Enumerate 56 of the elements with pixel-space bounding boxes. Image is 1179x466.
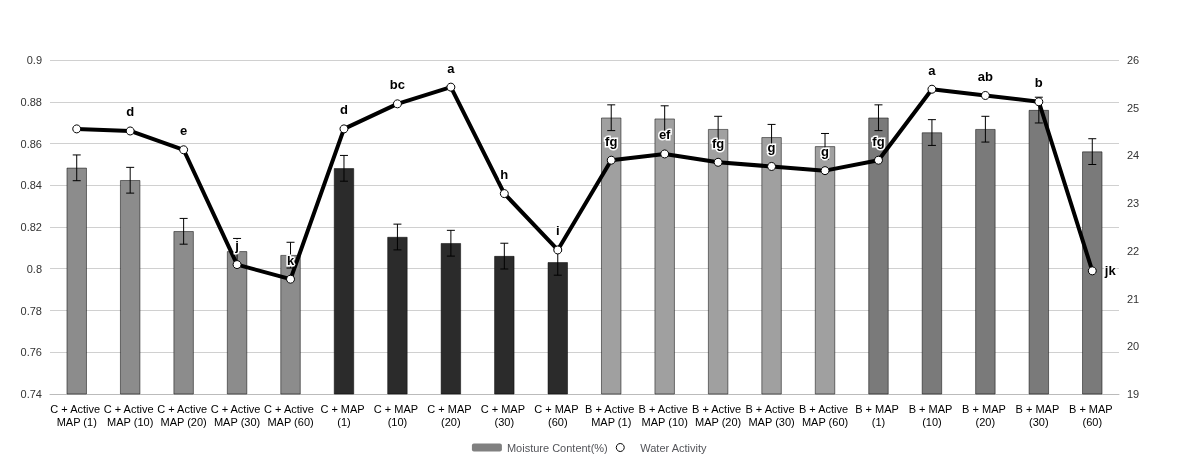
x-tick-label: B + Active MAP (30) — [745, 402, 798, 428]
data-label: fg — [711, 135, 725, 151]
data-label: d — [126, 104, 135, 120]
y-tick-label: 0.84 — [20, 179, 42, 192]
y-tick-label: 0.82 — [20, 221, 42, 233]
x-tick-label: C + Active MAP (30) — [210, 402, 264, 428]
y-tick-label: 0.76 — [20, 346, 42, 359]
y2-tick-label: 23 — [1127, 197, 1140, 210]
data-label: ef — [658, 127, 672, 143]
data-label: d — [340, 102, 348, 118]
data-label: ab — [977, 68, 994, 84]
y-tick-label: 0.86 — [20, 137, 42, 150]
y2-tick-label: 20 — [1127, 340, 1140, 353]
data-label: bc — [389, 77, 406, 93]
y2-tick-label: 22 — [1127, 244, 1140, 257]
y-tick-label: 0.9 — [26, 54, 42, 66]
x-tick-label: B + MAP (10) — [908, 402, 956, 428]
y2-tick-label: 19 — [1127, 388, 1140, 400]
legend-label: Water Activity — [640, 441, 707, 454]
y-tick-label: 0.74 — [20, 388, 42, 400]
y-tick-label: 0.8 — [26, 262, 42, 275]
data-label: h — [500, 167, 509, 183]
data-label: fg — [605, 133, 618, 149]
x-tick-label: C + MAP (10) — [373, 402, 422, 428]
x-tick-label: C + MAP (60) — [534, 402, 582, 428]
data-label: fg — [872, 133, 885, 149]
data-label: j — [234, 238, 239, 254]
y-tick-label: 0.88 — [20, 95, 42, 108]
legend-label: Moisture Content(%) — [506, 441, 608, 454]
data-label: jk — [1103, 263, 1117, 279]
data-label: b — [1034, 75, 1043, 91]
x-tick-label: C + MAP (30) — [480, 402, 528, 428]
y2-tick-label: 24 — [1127, 149, 1140, 162]
x-tick-label: B + Active MAP (60) — [798, 402, 852, 428]
y-tick-label: 0.78 — [20, 304, 42, 317]
x-tick-label: B + MAP (20) — [962, 402, 1009, 428]
x-tick-label: C + Active MAP (1) — [50, 402, 104, 428]
data-label: e — [180, 123, 188, 139]
x-tick-label: B + Active MAP (10) — [638, 402, 691, 428]
y2-tick-label: 21 — [1127, 292, 1140, 305]
data-label: g — [821, 144, 830, 160]
x-tick-label: C + Active MAP (60) — [264, 402, 317, 428]
x-tick-label: B + Active MAP (20) — [691, 402, 745, 428]
x-tick-label: C + MAP (1) — [320, 402, 368, 428]
data-label: a — [928, 62, 937, 78]
x-tick-label: C + MAP (20) — [427, 402, 475, 428]
x-tick-label: B + MAP (1) — [855, 402, 902, 428]
y2-tick-label: 25 — [1127, 101, 1140, 114]
x-tick-label: B + Active MAP (1) — [585, 402, 638, 428]
data-label: i — [555, 223, 560, 239]
x-tick-label: C + Active MAP (20) — [157, 402, 211, 428]
x-tick-label: B + MAP (30) — [1015, 402, 1063, 428]
x-tick-label: B + MAP (60) — [1068, 402, 1116, 428]
x-tick-label: C + Active MAP (10) — [103, 402, 157, 428]
data-label: a — [447, 60, 456, 76]
y2-tick-label: 26 — [1127, 54, 1140, 66]
